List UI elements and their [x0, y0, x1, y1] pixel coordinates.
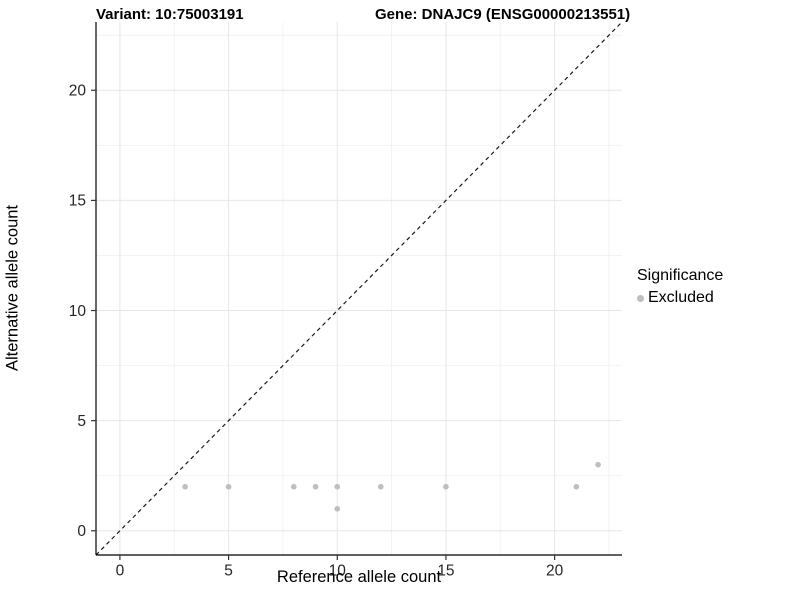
x-tick-label: 15: [437, 562, 454, 579]
data-point: [225, 483, 232, 490]
legend-title: Significance: [637, 267, 724, 284]
data-point: [334, 505, 341, 512]
y-tick-label: 10: [69, 303, 87, 320]
data-point: [334, 483, 341, 490]
variant-title: Variant: 10:75003191: [96, 6, 244, 23]
data-point: [182, 483, 188, 490]
data-point: [443, 483, 449, 490]
gene-title: Gene: DNAJC9 (ENSG00000213551): [375, 6, 631, 23]
y-tick-label: 20: [69, 83, 87, 100]
y-tick-label: 5: [77, 413, 86, 430]
data-point: [573, 483, 580, 490]
legend-item-label: Excluded: [648, 289, 714, 306]
x-tick-label: 0: [116, 562, 125, 579]
identity-reference-line: [95, 21, 623, 556]
data-point: [312, 483, 319, 490]
x-tick-label: 20: [546, 562, 564, 579]
y-tick-label: 0: [77, 523, 86, 540]
x-tick-label: 10: [329, 562, 347, 579]
data-point: [595, 461, 601, 468]
legend: Significance Excluded: [637, 267, 723, 307]
x-tick-label: 5: [224, 562, 233, 579]
y-tick-label: 15: [69, 193, 86, 210]
excluded-point-icon: [637, 294, 644, 302]
legend-item-excluded: Excluded: [637, 289, 723, 307]
data-point: [377, 483, 384, 490]
data-point: [290, 483, 297, 490]
y-axis-title: Alternative allele count: [3, 204, 22, 372]
x-axis-title: Reference allele count: [276, 568, 442, 586]
